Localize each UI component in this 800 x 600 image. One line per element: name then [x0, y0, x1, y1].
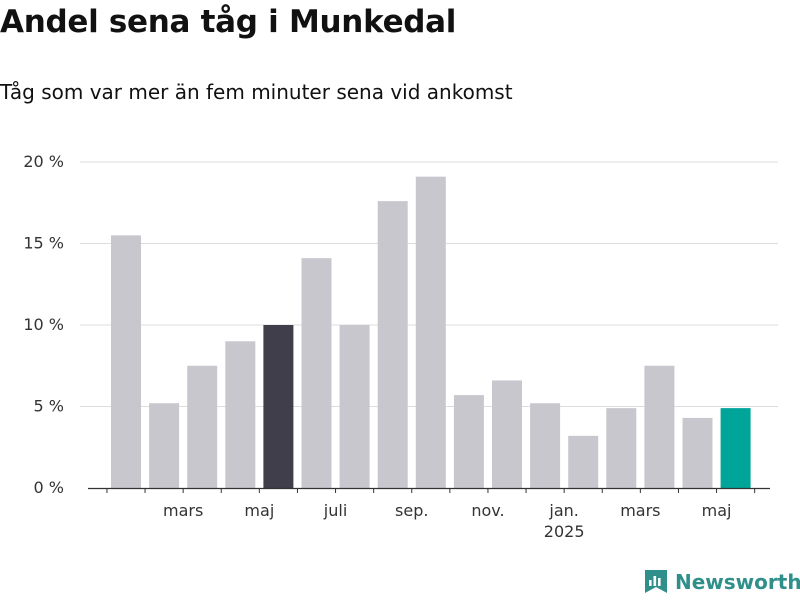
newsworthy-logo: Newsworthy	[643, 569, 800, 595]
x-tick-label: jan.	[548, 501, 578, 520]
y-tick-label: 0 %	[34, 478, 64, 497]
bar-2025-04	[644, 365, 675, 488]
bar-2024-02	[111, 235, 141, 488]
bar-2024-08	[339, 325, 370, 488]
bar-2025-05	[682, 417, 713, 488]
bar-2025-06	[720, 408, 751, 488]
y-tick-label: 15 %	[23, 234, 64, 253]
bar-2024-04	[187, 365, 218, 488]
bars	[111, 176, 751, 489]
y-axis: 0 % 5 % 10 % 15 % 20 %	[23, 152, 64, 497]
bar-2024-07	[301, 258, 332, 488]
bar-2025-02	[568, 435, 599, 488]
x-tick-label: sep.	[395, 501, 428, 520]
bar-2024-11	[453, 395, 484, 488]
chart-title: Andel sena tåg i Munkedal	[0, 4, 457, 40]
y-tick-label: 20 %	[23, 152, 64, 171]
bar-2024-09	[377, 201, 408, 488]
y-tick-label: 5 %	[34, 397, 64, 416]
bar-2024-10	[415, 176, 446, 489]
bar-chart-bookmark-icon	[645, 570, 667, 593]
x-tick-label: maj	[702, 501, 732, 520]
bar-2024-03	[149, 403, 180, 488]
bar-2025-03	[606, 408, 637, 488]
x-tick-label: mars	[163, 501, 203, 520]
bar-2024-05	[225, 341, 256, 488]
x-tick-label: maj	[244, 501, 274, 520]
x-tick-year-label: 2025	[544, 522, 585, 541]
logo-text: Newsworthy	[675, 570, 800, 594]
bar-2024-12	[492, 380, 522, 488]
chart-subtitle: Tåg som var mer än fem minuter sena vid …	[0, 80, 513, 104]
x-tick-label: juli	[323, 501, 347, 520]
x-tick-label: nov.	[471, 501, 504, 520]
x-axis: mars maj juli sep. nov. jan. 2025 mars maj	[88, 487, 770, 541]
y-tick-label: 10 %	[23, 315, 64, 334]
bar-2025-01	[530, 403, 561, 488]
bar-2024-06	[263, 325, 294, 488]
x-tick-label: mars	[620, 501, 660, 520]
